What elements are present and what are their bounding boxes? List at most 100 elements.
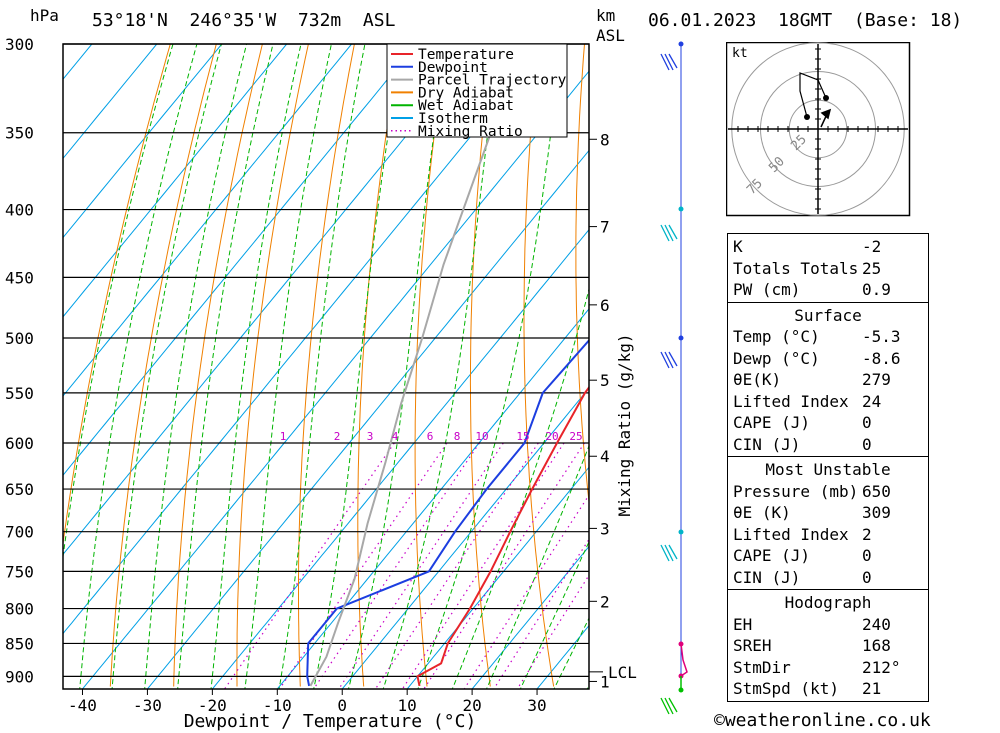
- mixing-ratio-line: [279, 442, 448, 689]
- skew-t-chart: 300350400450500550600650700750800850900-…: [5, 35, 637, 732]
- wet-adiabat-line: [485, 444, 589, 689]
- wet-adiabat-line: [451, 287, 589, 689]
- isotherm-line: [471, 545, 589, 689]
- mixing-ratio-label: 4: [392, 430, 399, 443]
- surface-section: Surface Temp (°C) -5.3 Dewp (°C) -8.6 θE(K…: [728, 303, 928, 457]
- footer-credit[interactable]: ©weatheronline.co.uk: [714, 710, 931, 731]
- legend-label: Isotherm: [418, 111, 488, 127]
- wet-adiabat-line: [63, 44, 174, 561]
- legend-label: Temperature: [418, 47, 514, 63]
- wind-barb-icon: [660, 351, 678, 369]
- km-tick-label: 4: [600, 447, 610, 466]
- mu-pressure-value: 650: [862, 481, 891, 501]
- x-tick-label: -10: [263, 696, 292, 715]
- isotherm-line: [63, 44, 352, 397]
- dry-adiabat-line: [357, 44, 401, 687]
- surface-cape-value: 0: [862, 413, 872, 432]
- wet-adiabat-line: [313, 44, 404, 689]
- km-unit-label: km: [596, 6, 616, 25]
- parcel-trajectory-line: [309, 80, 511, 687]
- low-level-wind-trace: [680, 643, 688, 677]
- hodograph-stats-section: Hodograph EH 240 SREH 168 StmDir 212° StmSp…: [728, 590, 928, 702]
- mixing-ratio-label: 3: [367, 430, 374, 443]
- pressure-tick-label: 400: [5, 201, 34, 220]
- isotherm-line: [63, 44, 482, 556]
- x-tick-label: 30: [527, 696, 546, 715]
- x-tick-label: -20: [198, 696, 227, 715]
- isotherm-line: [147, 149, 589, 689]
- asl-unit-label: ASL: [596, 26, 625, 45]
- surface-cin-label: CIN (J): [733, 434, 801, 454]
- mu-cin-label: CIN (J): [733, 567, 801, 587]
- most-unstable-section: Most Unstable Pressure (mb) 650 θE (K) 309…: [728, 457, 928, 590]
- surface-li-label: Lifted Index: [733, 391, 849, 411]
- x-tick-label: 20: [462, 696, 481, 715]
- isotherm-line: [63, 44, 417, 477]
- stmdir-label: StmDir: [733, 657, 791, 677]
- location-title: 53°18'N 246°35'W 732m ASL: [92, 10, 396, 31]
- isotherm-line: [82, 70, 589, 689]
- isotherm-line: [276, 308, 589, 689]
- mixing-ratio-line: [374, 442, 539, 689]
- isotherm-line: [341, 387, 589, 689]
- mixing-ratio-label: 1: [280, 430, 287, 443]
- wet-adiabat-line: [278, 44, 366, 689]
- surface-temp-label: Temp (°C): [733, 327, 820, 346]
- lcl-label: LCL: [608, 663, 637, 682]
- dry-adiabat-line: [298, 44, 355, 687]
- dry-adiabat-line: [575, 44, 589, 507]
- wind-barb-icon: [660, 697, 678, 715]
- totals-totals-label: Totals Totals: [733, 258, 859, 278]
- mixing-ratio-line: [401, 442, 565, 689]
- dry-adiabat-line: [173, 44, 263, 687]
- pressure-tick-label: 500: [5, 329, 34, 348]
- mu-pressure-label: Pressure (mb): [733, 481, 859, 501]
- wet-adiabat-line: [210, 44, 302, 689]
- hodograph-trace: [799, 72, 827, 118]
- isotherm-line: [212, 228, 589, 689]
- mixing-ratio-label: 10: [475, 430, 488, 443]
- dry-adiabat-line: [236, 44, 309, 687]
- site-link[interactable]: weatheronline.co.uk: [724, 710, 931, 731]
- surface-dewp-label: Dewp (°C): [733, 348, 820, 368]
- stmspd-label: StmSpd (kt): [733, 679, 839, 698]
- mixing-ratio-label: 2: [334, 430, 341, 443]
- datetime-title: 06.01.2023 18GMT (Base: 18): [648, 10, 963, 31]
- pressure-tick-label: 850: [5, 634, 34, 653]
- hodograph-stats-title: Hodograph: [784, 593, 872, 612]
- mu-theta-label: θE (K): [733, 503, 791, 522]
- mixing-ratio-label: 8: [454, 430, 461, 443]
- mixing-ratio-label: 6: [427, 430, 434, 443]
- wet-adiabat-line: [519, 540, 589, 689]
- x-axis-title: Dewpoint / Temperature (°C): [184, 711, 477, 732]
- mu-li-label: Lifted Index: [733, 524, 849, 544]
- k-index-value: -2: [862, 237, 882, 256]
- stmspd-value: 21: [862, 679, 882, 698]
- pressure-tick-label: 750: [5, 562, 34, 581]
- surface-title: Surface: [794, 305, 862, 325]
- mixing-ratio-line: [463, 493, 589, 689]
- mixing-ratio-line: [313, 442, 480, 689]
- dry-adiabat-line: [63, 44, 171, 548]
- pw-label: PW (cm): [733, 280, 801, 299]
- sreh-label: SREH: [733, 636, 772, 655]
- pressure-tick-label: 700: [5, 523, 34, 542]
- wet-adiabat-line: [144, 44, 248, 689]
- mu-li-value: 2: [862, 524, 872, 544]
- wind-barb-icon: [660, 224, 678, 242]
- isotherm-line: [63, 44, 547, 635]
- k-index-label: K: [733, 237, 743, 256]
- surface-cin-value: 0: [862, 434, 872, 454]
- wind-profile: [660, 41, 688, 715]
- indices-panel: K -2 Totals Totals 25 PW (cm) 0.9 Surface T…: [727, 233, 929, 702]
- wind-level-dot: [678, 335, 684, 341]
- most-unstable-title: Most Unstable: [765, 460, 891, 479]
- x-tick-label: -40: [68, 696, 97, 715]
- eh-value: 240: [862, 614, 891, 634]
- wet-adiabat-line: [177, 44, 274, 689]
- hpa-unit-label: hPa: [30, 6, 59, 25]
- x-tick-label: 0: [337, 696, 347, 715]
- pressure-tick-label: 450: [5, 268, 34, 287]
- wet-adiabat-line: [553, 617, 589, 689]
